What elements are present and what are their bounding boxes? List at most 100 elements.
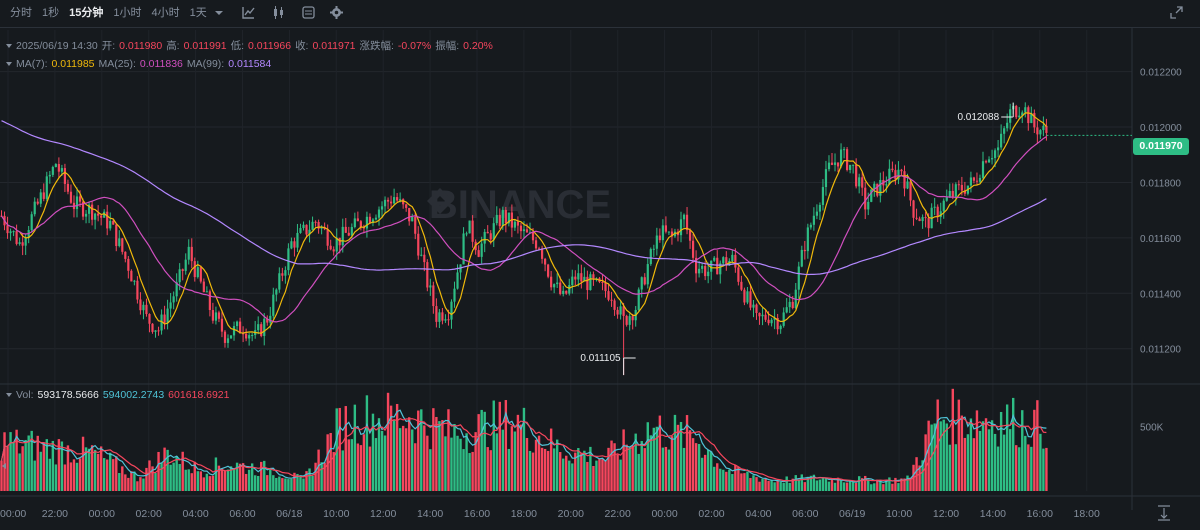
candle-body[interactable] [130, 270, 133, 282]
candle-body[interactable] [118, 238, 121, 246]
candle-body[interactable] [713, 257, 716, 261]
candle-body[interactable] [51, 167, 54, 175]
candle-body[interactable] [516, 221, 520, 226]
candle-body[interactable] [559, 282, 562, 294]
candle-body[interactable] [604, 282, 607, 292]
candle-body[interactable] [891, 168, 894, 171]
candle-body[interactable] [495, 214, 498, 224]
candle-body[interactable] [513, 221, 516, 228]
ma-collapse-caret-icon[interactable] [6, 62, 12, 66]
candle-body[interactable] [583, 276, 586, 282]
candle-body[interactable] [356, 218, 359, 222]
candle-body[interactable] [220, 318, 224, 332]
candle-body[interactable] [299, 228, 302, 233]
candle-body[interactable] [664, 225, 667, 232]
candle-body[interactable] [60, 168, 63, 172]
candle-body[interactable] [269, 315, 272, 323]
candle-body[interactable] [707, 271, 710, 277]
candle-body[interactable] [670, 231, 674, 237]
candle-body[interactable] [939, 211, 942, 218]
candle-body[interactable] [377, 209, 381, 218]
candle-body[interactable] [903, 171, 906, 189]
candle-body[interactable] [48, 174, 51, 177]
candle-body[interactable] [21, 242, 24, 246]
candle-body[interactable] [873, 183, 876, 190]
candle-body[interactable] [797, 266, 800, 290]
candle-body[interactable] [94, 213, 97, 220]
candle-body[interactable] [842, 149, 846, 151]
candle-body[interactable] [441, 312, 444, 321]
timeframe-tab-1h[interactable]: 1小时 [113, 7, 142, 19]
candle-body[interactable] [565, 290, 568, 294]
candle-body[interactable] [54, 164, 57, 168]
candle-body[interactable] [109, 220, 112, 229]
candle-body[interactable] [1024, 107, 1027, 113]
candle-body[interactable] [229, 335, 233, 339]
candle-body[interactable] [154, 330, 157, 332]
candle-body[interactable] [214, 312, 218, 321]
candle-body[interactable] [148, 314, 151, 324]
candle-body[interactable] [257, 324, 260, 331]
candle-body[interactable] [972, 177, 976, 181]
candle-body[interactable] [888, 168, 891, 185]
candle-body[interactable] [329, 245, 332, 250]
candle-body[interactable] [785, 307, 788, 313]
candle-body[interactable] [30, 214, 33, 231]
candle-body[interactable] [142, 304, 145, 311]
candle-body[interactable] [411, 216, 414, 222]
candle-body[interactable] [1000, 133, 1003, 148]
candle-body[interactable] [447, 319, 450, 321]
candle-body[interactable] [960, 184, 963, 191]
candle-body[interactable] [78, 196, 82, 202]
candle-body[interactable] [245, 333, 248, 339]
candle-body[interactable] [248, 335, 251, 339]
candle-body[interactable] [260, 324, 263, 336]
candle-body[interactable] [897, 169, 900, 180]
candle-body[interactable] [87, 204, 91, 214]
candle-body[interactable] [622, 306, 625, 316]
candle-body[interactable] [740, 281, 743, 290]
candle-body[interactable] [788, 301, 791, 308]
candle-body[interactable] [326, 229, 329, 246]
candle-body[interactable] [217, 312, 221, 319]
candle-body[interactable] [519, 225, 523, 232]
candle-body[interactable] [205, 291, 208, 293]
candle-body[interactable] [978, 177, 982, 182]
candle-body[interactable] [350, 227, 353, 236]
collapse-caret-icon[interactable] [6, 43, 12, 48]
candle-body[interactable] [818, 204, 822, 212]
candle-body[interactable] [296, 232, 299, 248]
candle-body[interactable] [12, 231, 15, 233]
candle-body[interactable] [362, 227, 365, 229]
candle-body[interactable] [649, 249, 652, 265]
candle-body[interactable] [371, 219, 375, 223]
candle-body[interactable] [667, 231, 671, 233]
candle-body[interactable] [75, 196, 79, 210]
candle-body[interactable] [432, 285, 435, 307]
candle-body[interactable] [251, 335, 254, 337]
candle-body[interactable] [646, 264, 649, 285]
candle-body[interactable] [737, 267, 740, 282]
candle-body[interactable] [347, 232, 350, 236]
candle-body[interactable] [453, 288, 456, 302]
vol-collapse-caret-icon[interactable] [6, 393, 12, 397]
candle-body[interactable] [755, 304, 758, 313]
candle-body[interactable] [948, 190, 951, 197]
candle-body[interactable] [628, 316, 631, 325]
candle-body[interactable] [852, 164, 855, 166]
candle-body[interactable] [879, 179, 882, 196]
candle-body[interactable] [33, 201, 36, 215]
candle-body[interactable] [761, 314, 764, 317]
candle-body[interactable] [710, 260, 713, 272]
candle-body[interactable] [302, 224, 305, 229]
candle-body[interactable] [226, 338, 230, 343]
candle-body[interactable] [821, 187, 825, 205]
candle-body[interactable] [311, 221, 314, 230]
candle-body[interactable] [389, 201, 393, 204]
candle-body[interactable] [160, 314, 163, 331]
candle-body[interactable] [498, 214, 501, 227]
candle-body[interactable] [673, 231, 677, 237]
candle-body[interactable] [1009, 109, 1012, 123]
candle-body[interactable] [743, 289, 746, 303]
candle-body[interactable] [492, 223, 495, 240]
